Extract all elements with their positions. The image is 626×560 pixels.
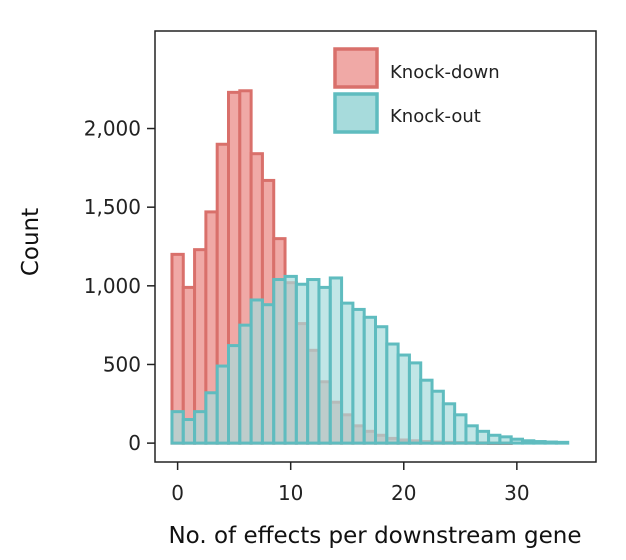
legend-label-knock-out: Knock-out	[390, 106, 481, 127]
knock-out-bar-16	[351, 307, 366, 445]
knock-out-bar-8	[260, 303, 276, 445]
knock-out-bar-5	[227, 344, 242, 445]
y-tick-label: 1,000	[84, 274, 141, 298]
knock-out-bar-15	[340, 301, 355, 445]
knock-out-bar-24	[441, 402, 457, 445]
y-axis-title: Count	[18, 208, 44, 276]
legend-swatch-knock-out	[333, 92, 379, 134]
knock-out-bar-34	[554, 440, 570, 445]
knock-out-bar-12	[306, 278, 321, 445]
x-tick-label: 10	[278, 481, 303, 505]
x-tick-label: 30	[504, 481, 529, 505]
knock-out-bar-2	[193, 410, 208, 445]
x-tick-label: 0	[171, 481, 184, 505]
y-tick-label: 0	[128, 431, 141, 455]
y-axis-ticks: 0 500 1,000 1,500 2,000	[84, 117, 155, 455]
knock-out-bar-10	[283, 274, 298, 445]
knock-out-bar-3	[204, 391, 219, 445]
knock-out-bar-1	[181, 418, 197, 445]
y-tick-label: 1,500	[84, 195, 141, 219]
knock-out-bar-19	[385, 342, 400, 445]
knock-out-bar-22	[419, 378, 434, 445]
knock-out-bar-4	[215, 364, 231, 445]
legend-swatch-knock-down	[333, 47, 379, 89]
knock-out-bar-31	[521, 439, 536, 445]
knock-out-bar-33	[543, 440, 558, 445]
knock-out-bar-23	[430, 389, 445, 445]
legend: Knock-down Knock-out	[333, 47, 500, 134]
knock-out-bar-21	[407, 361, 423, 445]
knock-out-bar-25	[453, 413, 468, 445]
knock-out-bar-28	[487, 433, 502, 445]
knock-out-bar-18	[374, 325, 389, 445]
knock-out-bar-20	[396, 353, 411, 445]
knock-out-bar-13	[317, 285, 332, 445]
knock-out-bar-30	[509, 437, 525, 445]
knock-out-bars	[170, 274, 570, 445]
knock-out-bar-27	[475, 429, 491, 445]
legend-label-knock-down: Knock-down	[390, 62, 500, 83]
knock-out-bar-0	[170, 410, 185, 445]
knock-out-bar-17	[362, 315, 378, 445]
knock-out-bar-26	[464, 424, 479, 445]
knock-out-bar-6	[238, 323, 253, 445]
knock-out-bar-29	[498, 435, 513, 445]
knock-out-bar-14	[328, 276, 344, 445]
y-tick-label: 2,000	[84, 117, 141, 141]
x-axis-ticks: 0 10 20 30	[171, 462, 530, 505]
x-axis-title: No. of effects per downstream gene	[168, 523, 581, 549]
y-tick-label: 500	[103, 352, 141, 376]
knock-out-bar-7	[249, 298, 264, 445]
knock-out-bar-11	[294, 282, 310, 445]
knock-out-bar-9	[272, 278, 287, 445]
x-tick-label: 20	[391, 481, 416, 505]
knock-out-bar-32	[532, 440, 547, 445]
